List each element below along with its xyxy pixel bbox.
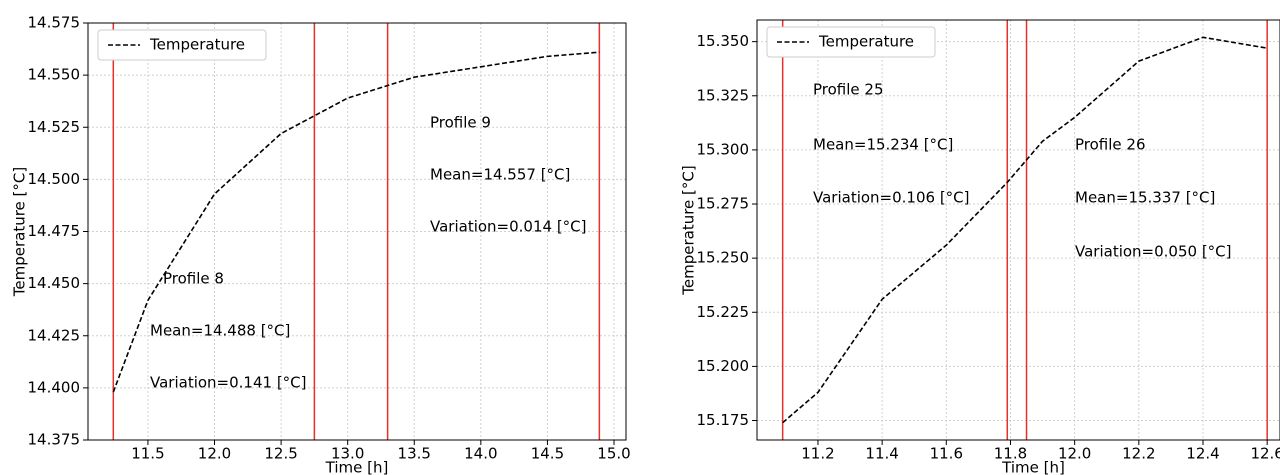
x-tick-label: 12.0 xyxy=(1058,445,1091,463)
x-tick-label: 12.5 xyxy=(264,445,297,463)
annotation: Profile 8 xyxy=(163,270,224,288)
plot-frame xyxy=(87,22,627,441)
x-tick-label: 12.2 xyxy=(1122,445,1155,463)
x-tick-label: 14.0 xyxy=(464,445,497,463)
x-tick-label: 12.4 xyxy=(1186,445,1219,463)
temperature-line xyxy=(112,51,600,393)
legend-box xyxy=(97,29,267,61)
y-tick-label: 14.500 xyxy=(28,170,81,188)
annotation: Mean=15.234 [°C] xyxy=(813,136,953,154)
y-axis-label: Temperature [°C] xyxy=(11,167,29,297)
y-tick-label: 14.375 xyxy=(28,431,81,449)
x-tick-label: 14.5 xyxy=(531,445,564,463)
x-tick-label: 11.4 xyxy=(865,445,898,463)
y-tick-label: 14.575 xyxy=(28,14,81,32)
y-tick-label: 14.450 xyxy=(28,274,81,292)
y-tick-label: 15.325 xyxy=(697,86,750,104)
y-tick-label: 14.400 xyxy=(28,378,81,396)
y-tick-label: 15.175 xyxy=(697,411,750,429)
x-axis-label: Time [h] xyxy=(325,459,389,475)
annotation: Mean=14.557 [°C] xyxy=(430,166,570,184)
y-tick-label: 15.275 xyxy=(697,195,750,213)
x-axis-label: Time [h] xyxy=(1001,459,1065,475)
plot-frame xyxy=(756,19,1280,441)
annotation: Variation=0.050 [°C] xyxy=(1075,243,1232,261)
legend-label: Temperature xyxy=(149,36,245,54)
temperature-line xyxy=(782,36,1268,424)
annotation: Mean=14.488 [°C] xyxy=(150,322,290,340)
y-tick-label: 14.550 xyxy=(28,66,81,84)
y-tick-label: 14.475 xyxy=(28,222,81,240)
y-axis-label: Temperature [°C] xyxy=(680,165,698,295)
annotation: Profile 9 xyxy=(430,114,491,132)
y-tick-label: 15.225 xyxy=(697,303,750,321)
annotation: Variation=0.106 [°C] xyxy=(813,189,970,207)
y-tick-label: 15.350 xyxy=(697,32,750,50)
plot: 14.375 14.400 14.425 14.450 14.475 14.500 14.5… xyxy=(11,14,631,475)
x-tick-label: 15.0 xyxy=(597,445,630,463)
legend-box xyxy=(766,26,936,58)
annotation: Variation=0.141 [°C] xyxy=(150,374,307,392)
x-tick-label: 11.5 xyxy=(131,445,164,463)
annotation: Profile 26 xyxy=(1075,136,1146,154)
legend-label: Temperature xyxy=(818,33,914,51)
annotation: Profile 25 xyxy=(813,81,884,99)
x-tick-label: 11.2 xyxy=(801,445,834,463)
y-tick-label: 14.425 xyxy=(28,326,81,344)
x-tick-label: 11.8 xyxy=(994,445,1027,463)
x-tick-label: 12.0 xyxy=(198,445,231,463)
y-tick-label: 15.250 xyxy=(697,249,750,267)
annotation: Variation=0.014 [°C] xyxy=(430,218,587,236)
y-tick-label: 15.200 xyxy=(697,357,750,375)
plot: 15.175 15.200 15.225 15.250 15.275 15.300 15.3… xyxy=(680,19,1280,475)
y-tick-label: 15.300 xyxy=(697,140,750,158)
x-tick-label: 13.5 xyxy=(398,445,431,463)
y-tick-label: 14.525 xyxy=(28,118,81,136)
x-tick-label: 13.0 xyxy=(331,445,364,463)
x-tick-label: 12.6 xyxy=(1250,445,1280,463)
annotation: Mean=15.337 [°C] xyxy=(1075,189,1215,207)
x-tick-label: 11.6 xyxy=(930,445,963,463)
